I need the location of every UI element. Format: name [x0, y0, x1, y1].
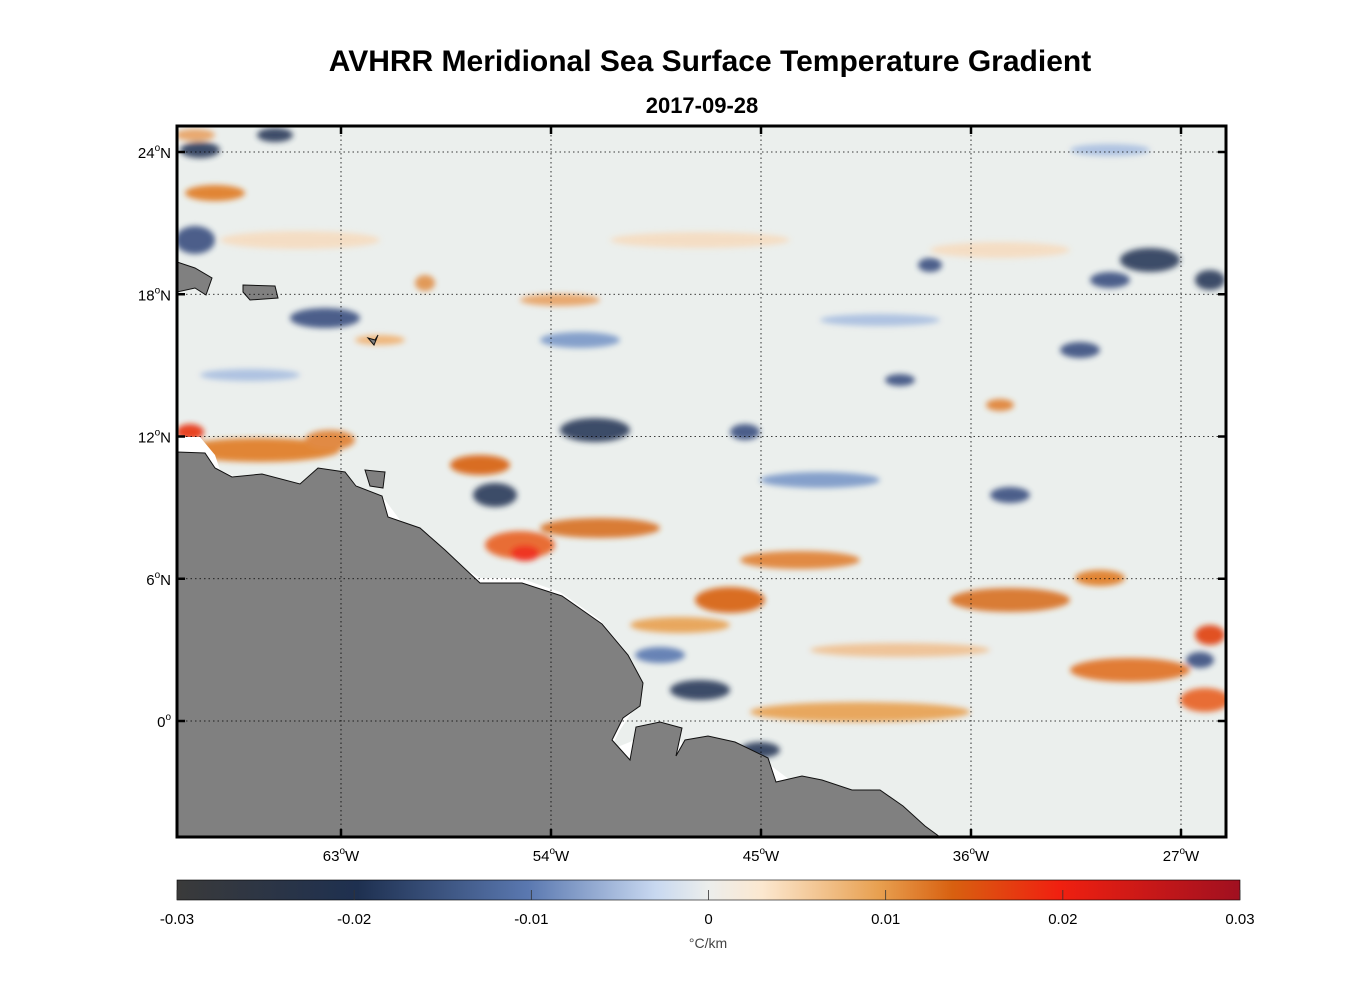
colorbar-tick-label: 0	[704, 911, 712, 928]
colorbar-tick-label: 0.01	[871, 911, 900, 928]
lat-tick-label: 24oN	[138, 143, 171, 162]
lon-tick-label: 36oW	[953, 846, 990, 865]
land-island-hispaniola	[177, 261, 213, 296]
graticule	[177, 126, 1226, 837]
lat-tick-label: 0o	[157, 712, 171, 731]
map-frame	[175, 124, 1228, 839]
lon-tick-label: 54oW	[533, 846, 570, 865]
colorbar-units: °C/km	[689, 935, 727, 951]
sst-gradient-field	[177, 126, 1226, 837]
lat-tick-label: 18oN	[138, 285, 171, 304]
land-island-small	[366, 334, 379, 346]
lat-tick-label: 6oN	[146, 570, 171, 589]
land-island-puerto-rico	[242, 284, 279, 301]
colorbar-tick-label: 0.02	[1048, 911, 1077, 928]
land-island-trinidad	[364, 469, 386, 489]
chart-title: AVHRR Meridional Sea Surface Temperature…	[328, 45, 1092, 78]
lon-tick-label: 27oW	[1163, 846, 1200, 865]
colorbar-ticks: -0.03 -0.02 -0.01 0 0.01 0.02 0.03	[160, 890, 1255, 928]
lon-tick-label: 63oW	[323, 846, 360, 865]
lat-tick-label: 12oN	[138, 428, 171, 447]
colorbar-tick-label: -0.03	[160, 911, 194, 928]
land-fill	[177, 451, 941, 837]
chart-subtitle: 2017-09-28	[645, 93, 759, 118]
colorbar-tick-label: -0.02	[337, 911, 371, 928]
axis-ticks: 24oN 18oN 12oN 6oN 0o 63oW 54oW 45oW 36oW 27oW	[138, 126, 1226, 865]
colorbar-tick-label: 0.03	[1225, 911, 1254, 928]
lon-tick-label: 45oW	[743, 846, 780, 865]
colorbar-tick-label: -0.01	[514, 911, 548, 928]
